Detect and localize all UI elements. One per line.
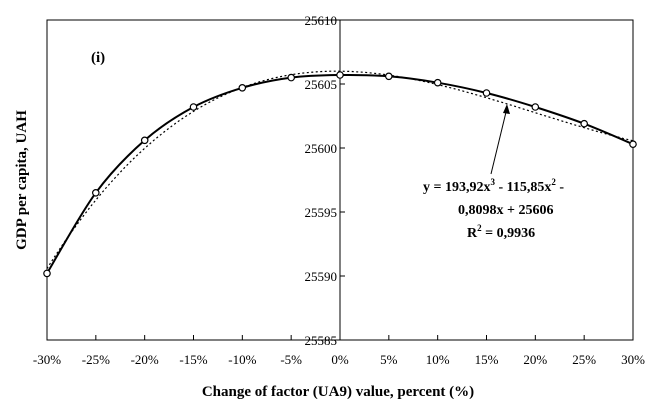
y-tick-label: 25600 <box>305 141 338 156</box>
data-point <box>43 269 51 278</box>
x-tick-label: -5% <box>280 352 302 367</box>
x-tick-label: 25% <box>572 352 596 367</box>
x-tick-label: 0% <box>331 352 349 367</box>
y-tick-label: 25590 <box>305 269 338 284</box>
x-tick-label: 30% <box>621 352 645 367</box>
r-squared-label: R2 = 0,9936 <box>467 223 535 241</box>
equation-pointer-line <box>490 107 508 175</box>
trend-equation-part-e: - <box>556 180 565 195</box>
data-point <box>336 71 344 79</box>
r-squared-exp: 2 <box>477 223 482 233</box>
data-point <box>92 189 100 197</box>
trend-layer <box>46 70 634 269</box>
trend-equation-line-2: 0,8098x + 25606 <box>458 203 553 218</box>
r-squared-value: = 0,9936 <box>482 226 535 241</box>
y-tick-label: 25610 <box>305 13 338 28</box>
data-point <box>580 119 589 128</box>
x-tick-label: -30% <box>33 352 61 367</box>
data-point <box>482 89 491 97</box>
y-tick-label: 25595 <box>305 205 338 220</box>
data-point <box>433 78 442 87</box>
trend-equation-exp-3: 3 <box>490 177 495 187</box>
data-point <box>384 72 393 81</box>
x-tick-label: 20% <box>523 352 547 367</box>
x-tick-label: 10% <box>426 352 450 367</box>
x-axis-title: Change of factor (UA9) value, percent (%… <box>202 384 474 400</box>
data-point <box>189 103 198 111</box>
trend-equation-line-1: y = 193,92x3 - 115,85x2 - <box>423 177 564 195</box>
trend-equation-part-a: y = 193,92x <box>423 180 490 195</box>
r-squared-r: R <box>467 226 478 241</box>
x-tick-label: 15% <box>475 352 499 367</box>
data-point <box>287 73 296 82</box>
panel-label: (i) <box>91 50 105 66</box>
equation-pointer-arrowhead <box>503 104 510 114</box>
trend-equation-exp-2: 2 <box>551 177 556 187</box>
x-tick-label: -15% <box>179 352 207 367</box>
y-tick-label: 25605 <box>305 77 338 92</box>
y-axis-title: GDP per capita, UAH <box>14 110 30 250</box>
data-point <box>140 136 149 145</box>
x-tick-label: -25% <box>82 352 110 367</box>
data-point <box>531 103 540 111</box>
markers-layer <box>43 71 637 278</box>
trend-equation-part-c: - 115,85x <box>495 180 551 195</box>
data-point <box>629 140 637 149</box>
trend-line <box>46 70 634 269</box>
x-tick-label: -10% <box>228 352 256 367</box>
y-tick-label: 25585 <box>305 333 338 348</box>
data-point <box>238 84 247 92</box>
x-tick-label: 5% <box>380 352 398 367</box>
x-tick-label: -20% <box>131 352 159 367</box>
